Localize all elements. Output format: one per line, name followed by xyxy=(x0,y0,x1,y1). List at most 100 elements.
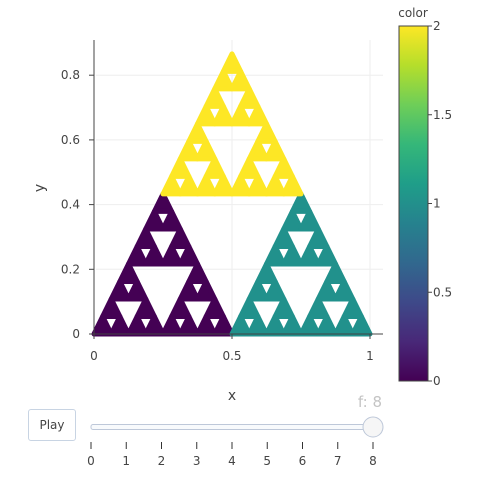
triangle-mark xyxy=(272,156,295,179)
slider-step-label: 8 xyxy=(369,454,377,468)
triangle-mark xyxy=(126,278,149,302)
y-tick-label: 0.8 xyxy=(61,68,80,82)
slider-step-label: 4 xyxy=(228,454,236,468)
triangle-mark xyxy=(169,156,192,179)
triangle-mark xyxy=(212,68,235,92)
triangle-mark xyxy=(195,138,218,162)
triangle-mark xyxy=(238,296,261,319)
triangle-mark xyxy=(195,278,218,302)
triangle-mark xyxy=(264,278,287,302)
slider-step-label: 3 xyxy=(193,454,201,468)
x-axis-title: x xyxy=(228,388,236,404)
triangle-mark xyxy=(272,226,295,249)
y-tick-label: 0 xyxy=(72,327,80,341)
slider-step-label: 6 xyxy=(299,454,307,468)
triangle-mark xyxy=(264,313,287,337)
triangle-mark xyxy=(212,103,235,127)
triangle-mark xyxy=(169,296,192,319)
triangle-mark xyxy=(272,296,295,319)
plot-area xyxy=(91,51,373,337)
triangle-mark xyxy=(203,296,226,319)
triangle-mark xyxy=(298,313,321,337)
triangle-mark xyxy=(177,313,200,337)
y-tick-label: 0.4 xyxy=(61,198,80,212)
triangle-mark xyxy=(246,138,269,162)
triangle-mark xyxy=(186,261,209,284)
colorbar: color 0 0.5 1 1.5 2 xyxy=(398,6,452,388)
triangle-mark xyxy=(281,313,304,337)
x-tick-label: 0 xyxy=(90,349,98,363)
triangle-mark xyxy=(298,243,321,267)
colorbar-tick-label: 1 xyxy=(433,197,441,211)
triangle-mark xyxy=(341,296,364,319)
colorbar-tick-label: 2 xyxy=(433,19,441,33)
triangle-mark xyxy=(108,278,131,302)
triangle-mark xyxy=(143,313,166,337)
triangle-mark xyxy=(177,243,200,267)
slider-step-label: 5 xyxy=(263,454,271,468)
triangle-mark xyxy=(177,138,200,162)
triangle-mark xyxy=(117,261,140,284)
play-button[interactable]: Play xyxy=(28,409,76,441)
sub-triangle-0 xyxy=(91,191,235,337)
triangle-mark xyxy=(177,173,200,197)
triangle-mark xyxy=(160,313,183,337)
triangle-mark xyxy=(315,243,338,267)
triangle-mark xyxy=(186,121,209,144)
y-tick-label: 0.2 xyxy=(61,262,80,276)
triangle-mark xyxy=(350,313,373,337)
triangle-mark xyxy=(212,313,235,337)
slider-handle[interactable] xyxy=(362,416,384,438)
triangle-mark xyxy=(220,51,244,74)
triangle-mark xyxy=(255,261,278,284)
y-axis-title: y xyxy=(32,184,48,192)
triangle-mark xyxy=(238,86,261,109)
triangle-mark xyxy=(169,226,192,249)
triangle-mark xyxy=(126,243,149,267)
x-tick-label: 1 xyxy=(366,349,374,363)
triangle-mark xyxy=(195,173,218,197)
slider-rail xyxy=(90,424,374,430)
slider-step-label: 2 xyxy=(158,454,166,468)
triangle-mark xyxy=(212,173,235,197)
triangle-mark xyxy=(238,156,261,179)
sub-triangle-2 xyxy=(160,51,304,197)
triangle-mark xyxy=(246,313,269,337)
colorbar-tick-label: 0 xyxy=(433,374,441,388)
triangle-mark xyxy=(160,243,183,267)
triangle-mark xyxy=(289,191,313,214)
triangle-mark xyxy=(160,208,183,232)
triangle-mark xyxy=(281,173,304,197)
triangle-mark xyxy=(307,226,330,249)
triangle-mark xyxy=(177,278,200,302)
y-tick-label: 0.6 xyxy=(61,133,80,147)
triangle-mark xyxy=(246,173,269,197)
triangle-mark xyxy=(298,208,321,232)
triangle-mark xyxy=(100,296,123,319)
triangle-mark xyxy=(333,278,356,302)
triangle-mark xyxy=(264,173,287,197)
x-tick-label: 0.5 xyxy=(222,349,241,363)
triangle-mark xyxy=(195,313,218,337)
triangle-mark xyxy=(264,243,287,267)
triangle-mark xyxy=(229,313,252,337)
axes: 0 0.5 1 0 0.2 0.4 0.6 0.8 xyxy=(61,40,383,363)
triangle-mark xyxy=(246,103,269,127)
triangle-mark xyxy=(134,296,157,319)
triangle-mark xyxy=(246,278,269,302)
triangle-mark xyxy=(255,121,278,144)
colorbar-gradient xyxy=(398,25,429,382)
triangle-mark xyxy=(203,156,226,179)
slider-step-label: 7 xyxy=(334,454,342,468)
sub-triangle-1 xyxy=(229,191,373,337)
triangle-mark xyxy=(126,313,149,337)
triangle-mark xyxy=(229,173,252,197)
triangle-mark xyxy=(134,226,157,249)
triangle-mark xyxy=(108,313,131,337)
triangle-mark xyxy=(91,313,114,337)
triangle-mark xyxy=(264,138,287,162)
triangle-mark xyxy=(143,208,166,232)
frame-slider[interactable]: 0 1 2 3 4 5 6 7 8 xyxy=(87,416,384,468)
colorbar-tick-label: 0.5 xyxy=(433,285,452,299)
